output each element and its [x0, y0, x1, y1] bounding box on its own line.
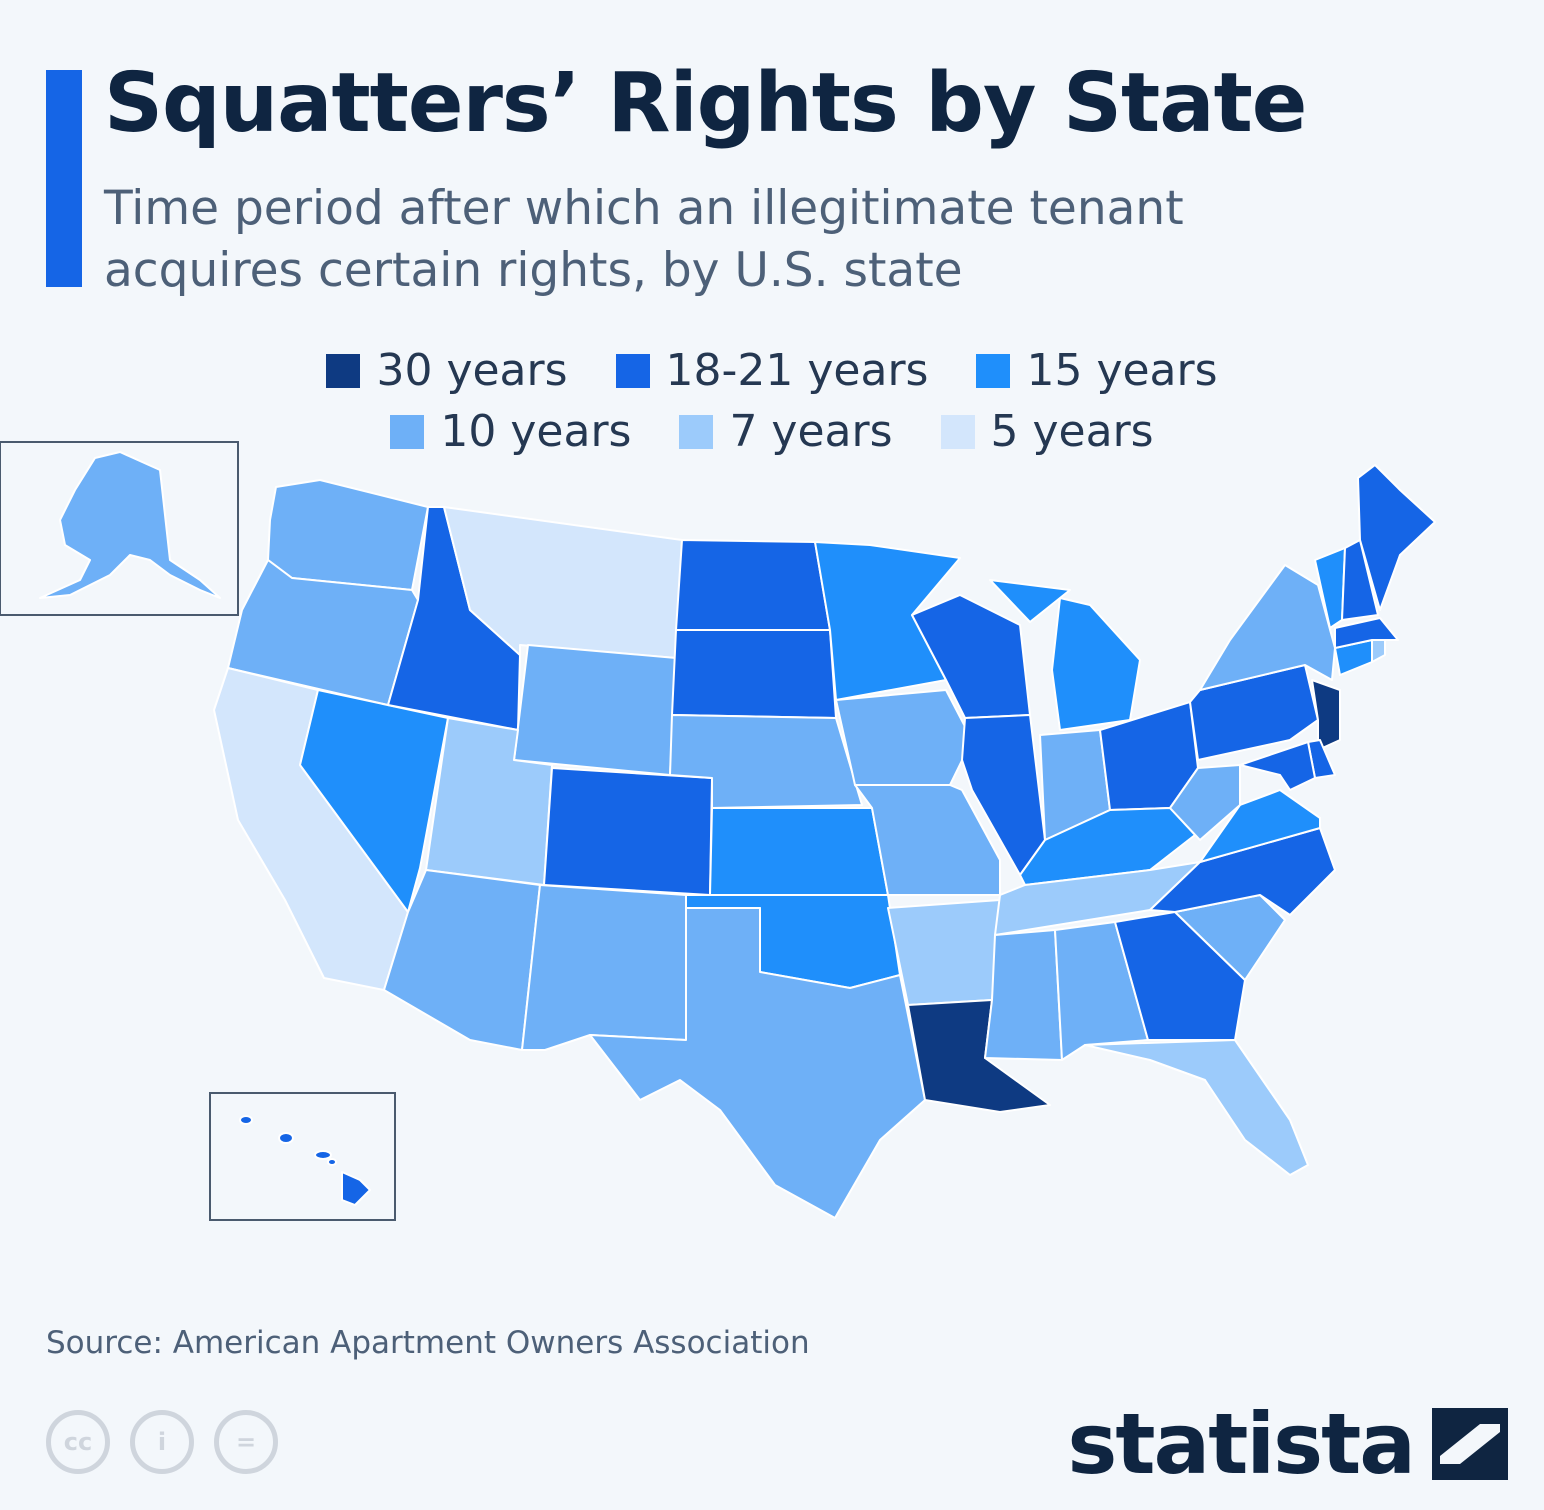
- license-icons: cc i =: [46, 1410, 278, 1474]
- brand-wordmark: statista: [1067, 1395, 1416, 1493]
- state-nh[interactable]: [1341, 539, 1379, 621]
- creative-commons-icon[interactable]: cc: [46, 1410, 110, 1474]
- legend-label: 15 years: [1026, 345, 1218, 396]
- state-ri[interactable]: [1371, 637, 1386, 663]
- legend-item-30-years: 30 years: [326, 345, 568, 396]
- legend-swatch: [326, 353, 361, 388]
- map-legend: 30 years 18-21 years 15 years 10 years 7…: [0, 345, 1544, 457]
- state-al[interactable]: [1054, 921, 1149, 1061]
- state-co[interactable]: [543, 767, 713, 896]
- state-ar[interactable]: [887, 899, 1001, 1006]
- state-ma[interactable]: [1334, 617, 1399, 649]
- legend-item-18-21-years: 18-21 years: [615, 345, 929, 396]
- legend-swatch: [976, 353, 1011, 388]
- legend-label: 30 years: [376, 345, 568, 396]
- state-ga[interactable]: [1114, 911, 1246, 1041]
- state-wv[interactable]: [1169, 764, 1241, 841]
- state-ny[interactable]: [1199, 564, 1336, 691]
- state-md[interactable]: [1239, 741, 1316, 791]
- legend-swatch: [679, 414, 714, 449]
- statista-logo[interactable]: statista: [1067, 1402, 1508, 1486]
- legend-row-1: 30 years 18-21 years 15 years: [326, 345, 1218, 396]
- state-nm[interactable]: [521, 884, 687, 1051]
- state-fl[interactable]: [1084, 1039, 1309, 1176]
- state-va[interactable]: [1199, 789, 1321, 863]
- state-ak[interactable]: [39, 451, 221, 599]
- state-nj[interactable]: [1311, 679, 1341, 751]
- page-subtitle: Time period after which an illegitimate …: [104, 181, 1184, 298]
- hawaii-inset-frame: [209, 1092, 396, 1221]
- state-nd[interactable]: [675, 539, 831, 631]
- legend-row-2: 10 years 7 years 5 years: [390, 406, 1154, 457]
- state-ia[interactable]: [835, 689, 973, 786]
- legend-item-5-years: 5 years: [940, 406, 1154, 457]
- legend-item-15-years: 15 years: [976, 345, 1218, 396]
- legend-swatch: [940, 414, 975, 449]
- statista-mark-icon: [1432, 1408, 1508, 1480]
- legend-label: 18-21 years: [665, 345, 929, 396]
- attribution-icon[interactable]: i: [130, 1410, 194, 1474]
- legend-label: 7 years: [729, 406, 893, 457]
- legend-swatch: [615, 353, 650, 388]
- accent-bar: [46, 70, 82, 287]
- legend-item-7-years: 7 years: [679, 406, 893, 457]
- source-note: Source: American Apartment Owners Associ…: [46, 1325, 810, 1361]
- us-choropleth-map: [0, 441, 1436, 1221]
- state-me[interactable]: [1357, 464, 1436, 611]
- state-mo[interactable]: [854, 784, 1001, 896]
- alaska-inset-frame: [0, 441, 239, 616]
- legend-item-10-years: 10 years: [390, 406, 631, 457]
- state-hi[interactable]: [239, 1115, 371, 1206]
- legend-label: 5 years: [990, 406, 1154, 457]
- state-sd[interactable]: [671, 629, 837, 719]
- state-wa[interactable]: [267, 479, 429, 591]
- state-ks[interactable]: [709, 807, 889, 896]
- state-tx[interactable]: [589, 907, 926, 1219]
- page-title: Squatters’ Rights by State: [104, 56, 1307, 151]
- state-ms[interactable]: [984, 929, 1063, 1061]
- no-derivatives-icon[interactable]: =: [214, 1410, 278, 1474]
- legend-label: 10 years: [440, 406, 632, 457]
- legend-swatch: [390, 414, 425, 449]
- state-wy[interactable]: [513, 644, 677, 776]
